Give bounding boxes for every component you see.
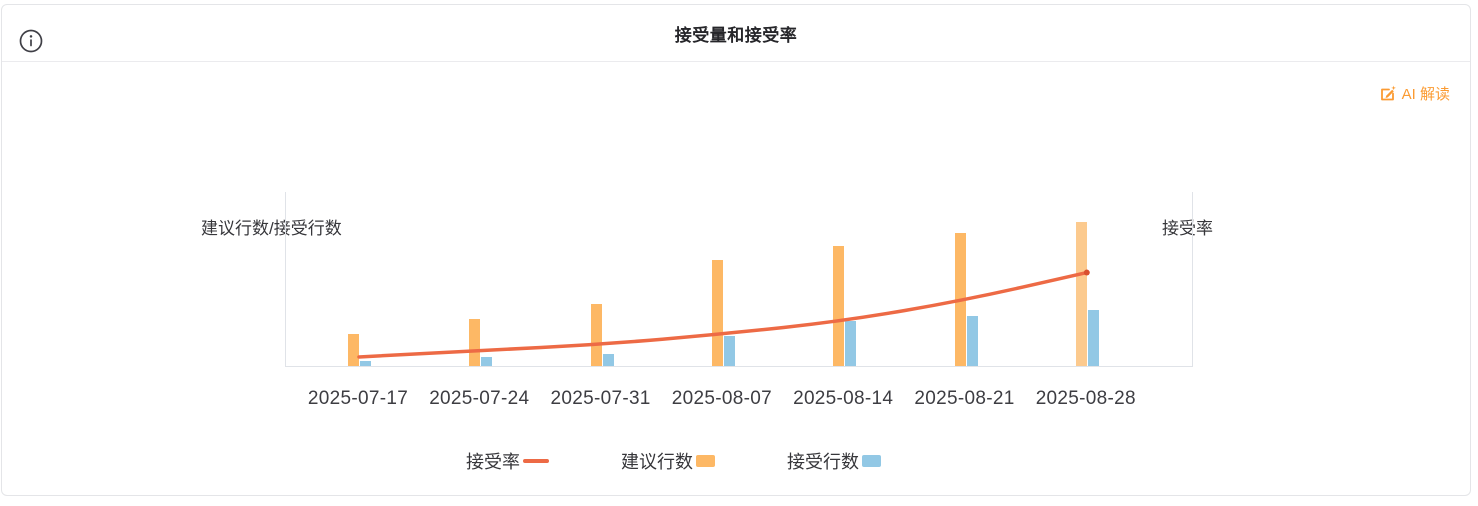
- bar-accepted-lines[interactable]: [360, 360, 371, 366]
- rate-line-series[interactable]: [286, 192, 1194, 366]
- legend-label: 接受率: [466, 452, 520, 472]
- x-axis-label: 2025-08-28: [1035, 388, 1136, 409]
- legend-item-accepted[interactable]: 接受行数: [787, 448, 881, 474]
- bar-suggested-lines[interactable]: [1075, 221, 1087, 366]
- card-header: 接受量和接受率: [2, 5, 1470, 62]
- legend-square-swatch-orange: [696, 455, 715, 467]
- legend-item-rate[interactable]: 接受率: [466, 448, 549, 474]
- y-axis-right-name: 接受率: [1162, 219, 1213, 238]
- bar-accepted-lines[interactable]: [966, 316, 978, 366]
- legend-square-swatch-blue: [862, 455, 881, 467]
- bar-accepted-lines[interactable]: [481, 356, 493, 366]
- x-axis-label: 2025-08-21: [914, 388, 1015, 409]
- bar-suggested-lines[interactable]: [833, 245, 845, 366]
- bar-accepted-lines[interactable]: [723, 336, 735, 366]
- bar-suggested-lines[interactable]: [590, 304, 602, 366]
- bar-accepted-lines[interactable]: [602, 354, 614, 366]
- plot-area: [285, 192, 1193, 367]
- rate-line-end-dot: [1083, 269, 1090, 276]
- x-axis-label: 2025-07-17: [307, 388, 409, 409]
- ai-interpret-link[interactable]: AI 解读: [1379, 83, 1450, 104]
- info-icon[interactable]: [19, 29, 43, 53]
- bar-suggested-lines[interactable]: [348, 333, 359, 366]
- bar-suggested-lines[interactable]: [469, 319, 481, 366]
- card-body: AI 解读 建议行数/接受行数 接受率 2025-07-17 2025-07-24…: [2, 62, 1470, 495]
- x-axis-label: 2025-07-31: [550, 388, 651, 409]
- ai-interpret-label: AI 解读: [1401, 86, 1450, 103]
- ai-sparkle-edit-icon: [1379, 85, 1397, 103]
- chart-legend: 接受率 建议行数 接受行数: [466, 448, 881, 474]
- bar-accepted-lines[interactable]: [845, 320, 857, 366]
- chart-card: 接受量和接受率 AI 解读 建议行数/接受行数 接受率 2025-07-17 20…: [1, 4, 1471, 496]
- legend-item-suggested[interactable]: 建议行数: [621, 448, 715, 474]
- legend-label: 接受行数: [787, 452, 859, 472]
- legend-label: 建议行数: [621, 452, 693, 472]
- x-axis-label: 2025-07-24: [429, 388, 530, 409]
- bar-accepted-lines[interactable]: [1087, 309, 1099, 366]
- x-axis-label: 2025-08-14: [793, 388, 894, 409]
- x-axis-label: 2025-08-07: [671, 388, 772, 409]
- bar-suggested-lines[interactable]: [711, 259, 723, 366]
- y-axis-left-name: 建议行数/接受行数: [201, 219, 342, 238]
- chart-title: 接受量和接受率: [674, 26, 798, 45]
- x-axis-labels: 2025-07-17 2025-07-24 2025-07-31 2025-08-07…: [285, 388, 1193, 414]
- legend-line-swatch: [523, 459, 549, 463]
